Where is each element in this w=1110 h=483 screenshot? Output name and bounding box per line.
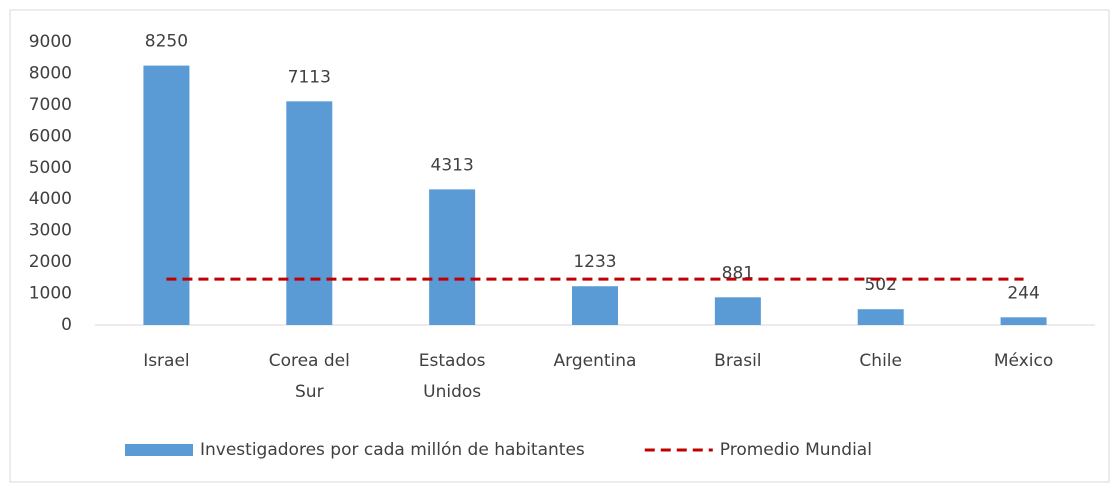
- x-tick-label: Estados Unidos: [419, 351, 486, 402]
- x-tick-label: Argentina: [554, 351, 637, 371]
- x-tick-label: Chile: [859, 351, 902, 371]
- bar: [286, 101, 333, 325]
- y-tick-label: 3000: [29, 221, 72, 241]
- x-tick-label: Israel: [143, 351, 189, 371]
- bar: [714, 297, 761, 325]
- y-tick-label: 9000: [29, 32, 72, 52]
- data-label: 1233: [573, 252, 616, 272]
- x-tick-label: Brasil: [714, 351, 761, 371]
- chart-border: [9, 9, 1110, 483]
- x-tick-label: México: [994, 351, 1053, 371]
- bar: [857, 309, 904, 325]
- y-tick-label: 0: [61, 315, 72, 335]
- y-tick-label: 8000: [29, 63, 72, 83]
- data-label: 7113: [288, 67, 331, 87]
- y-tick-label: 6000: [29, 126, 72, 146]
- legend-swatch: [125, 444, 193, 456]
- data-label: 4313: [431, 155, 474, 175]
- data-label: 244: [1007, 283, 1039, 303]
- y-tick-label: 2000: [29, 252, 72, 272]
- y-tick-label: 4000: [29, 189, 72, 209]
- bar: [572, 286, 618, 325]
- legend-label: Promedio Mundial: [720, 440, 872, 460]
- y-tick-label: 5000: [29, 158, 72, 178]
- x-tick-label: Corea del Sur: [269, 351, 350, 402]
- y-tick-label: 1000: [29, 284, 72, 304]
- data-label: 8250: [145, 32, 188, 52]
- bar: [1000, 317, 1047, 325]
- bar: [429, 189, 476, 325]
- legend-label: Investigadores por cada millón de habita…: [200, 440, 585, 460]
- y-tick-label: 7000: [29, 95, 72, 115]
- bar: [143, 65, 190, 325]
